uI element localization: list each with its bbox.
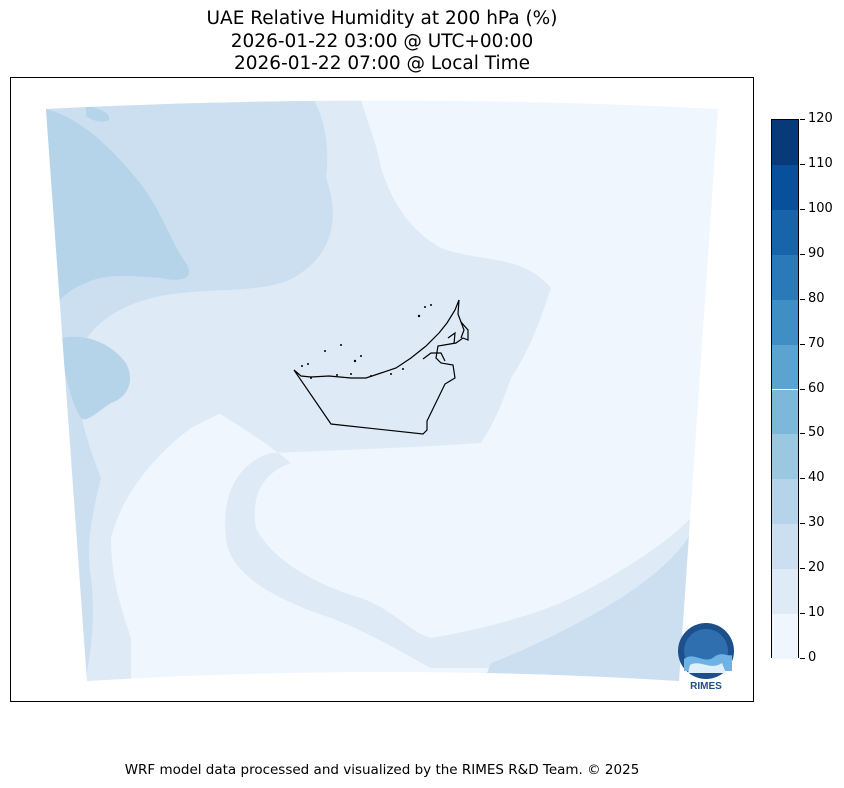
colorbar-tick-label: 10 <box>808 605 825 621</box>
uae-islands <box>301 304 432 379</box>
local-time: 2026-01-22 07:00 @ Local Time <box>233 53 531 74</box>
colorbar-tick-label: 100 <box>808 200 833 216</box>
colorbar-tick <box>800 253 805 255</box>
humidity-band-10-20 <box>481 533 691 681</box>
humidity-band-30-40 <box>61 336 131 420</box>
colorbar-tick <box>800 298 805 300</box>
colorbar-segment <box>772 120 798 165</box>
colorbar-segment <box>772 164 798 210</box>
colorbar-tick <box>800 658 805 659</box>
colorbar-segment <box>772 209 798 255</box>
map-title: UAE Relative Humidity at 200 hPa (%) <box>206 8 558 29</box>
colorbar-tick <box>800 433 805 435</box>
colorbar-tick <box>800 163 805 165</box>
colorbar-tick-label: 80 <box>808 290 825 306</box>
utc-time: 2026-01-22 03:00 @ UTC+00:00 <box>230 31 534 52</box>
rimes-logo: RIMES <box>678 623 734 691</box>
colorbar-tick-label: 0 <box>808 650 817 665</box>
colorbar-tick <box>800 388 805 390</box>
colorbar-tick <box>800 478 805 480</box>
colorbar-tick <box>800 208 805 210</box>
colorbar-tick-label: 70 <box>808 335 825 351</box>
colorbar-tick <box>800 568 805 570</box>
colorbar-tick <box>800 343 805 345</box>
humidity-band-0-10 <box>219 588 251 640</box>
colorbar-segment <box>772 434 798 480</box>
colorbar-tick-label: 90 <box>808 245 825 261</box>
uae-border <box>293 299 469 435</box>
footer-credit: WRF model data processed and visualized … <box>124 762 640 778</box>
colorbar-tick <box>800 119 805 120</box>
colorbar-segment <box>772 524 798 570</box>
colorbar-segment <box>772 479 798 525</box>
colorbar-tick <box>800 523 805 525</box>
humidity-band-30-40 <box>86 106 110 122</box>
map-panel: RIMES <box>10 77 754 702</box>
colorbar-tick-label: 50 <box>808 425 825 441</box>
colorbar-segment <box>772 254 798 300</box>
colorbar-tick-label: 30 <box>808 515 825 531</box>
colorbar-segment <box>772 344 798 390</box>
colorbar-segment <box>772 614 798 659</box>
humidity-band-30-40 <box>46 109 190 308</box>
humidity-map <box>46 100 718 681</box>
colorbar <box>771 119 799 659</box>
colorbar-tick <box>800 613 805 615</box>
colorbar-segment <box>772 299 798 345</box>
logo-text: RIMES <box>690 681 722 691</box>
colorbar-tick-label: 20 <box>808 560 825 576</box>
colorbar-segment <box>772 569 798 615</box>
colorbar-tick-label: 60 <box>808 380 825 396</box>
colorbar-segment <box>772 389 798 435</box>
humidity-band-0-10 <box>249 578 271 634</box>
colorbar-tick-label: 120 <box>808 111 833 126</box>
colorbar-tick-label: 40 <box>808 470 825 486</box>
colorbar-tick-label: 110 <box>808 155 833 171</box>
